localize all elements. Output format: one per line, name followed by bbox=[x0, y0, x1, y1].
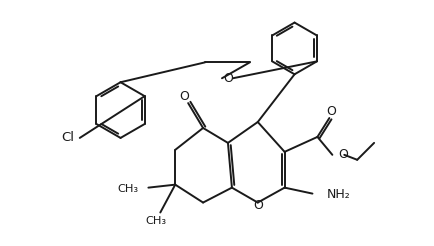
Text: O: O bbox=[339, 148, 348, 161]
Text: O: O bbox=[253, 199, 263, 212]
Text: O: O bbox=[326, 105, 336, 118]
Text: O: O bbox=[223, 72, 233, 85]
Text: CH₃: CH₃ bbox=[117, 184, 138, 194]
Text: CH₃: CH₃ bbox=[146, 216, 167, 226]
Text: NH₂: NH₂ bbox=[326, 188, 350, 201]
Text: O: O bbox=[179, 90, 189, 103]
Text: Cl: Cl bbox=[61, 131, 74, 144]
